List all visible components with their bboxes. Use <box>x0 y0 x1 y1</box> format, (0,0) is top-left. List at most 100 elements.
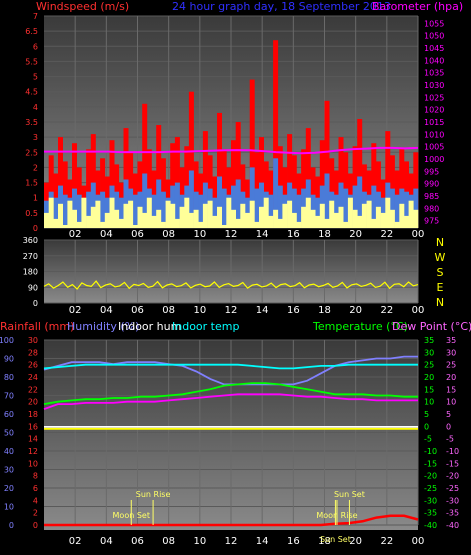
wind-average-bar <box>174 182 180 228</box>
wind-speed-bar <box>273 40 279 229</box>
wind-average-bar <box>212 197 218 228</box>
humidity-label: Humidity (%) <box>67 320 139 333</box>
wind-speed-bar <box>357 119 363 228</box>
humidity-tick-label: 0 <box>9 521 14 530</box>
rain-tick-label: 2 <box>33 509 38 518</box>
x-tick-label: 08 <box>162 229 175 240</box>
wind-minimum-bar <box>291 212 297 228</box>
wind-average-bar <box>268 194 274 228</box>
wind-minimum-bar <box>44 212 49 228</box>
temp-tick-label: -40 <box>424 521 437 530</box>
wind-minimum-bar <box>268 215 274 228</box>
x-tick-label: 00 <box>412 305 425 316</box>
wind-minimum-bar <box>67 200 73 228</box>
wind-tick-labels: 0 0.5 1 1.5 2 2.5 3 3.5 4 4.5 5 5.5 6 6.5 7 975 980 985 99… <box>25 12 444 233</box>
wind-average-bar <box>217 176 222 228</box>
wind-speed-bar <box>142 103 148 228</box>
wind-minimum-bar <box>151 215 157 228</box>
x-tick-label: 10 <box>193 536 206 547</box>
pressure-tick-label: 1045 <box>424 44 444 53</box>
wind-minimum-bar <box>202 203 208 228</box>
wind-minimum-bar <box>413 209 419 228</box>
x-tick-label: 04 <box>100 536 113 547</box>
wind-average-bar <box>90 182 96 228</box>
wind-average-bar <box>151 194 157 228</box>
wind-average-bar <box>160 191 166 228</box>
humidity-tick-label: 40 <box>4 447 14 456</box>
wind-minimum-bar <box>273 209 279 228</box>
dew-point-label: Dew Point (°C) <box>392 320 471 333</box>
x-tick-label: 20 <box>349 536 362 547</box>
wind-minimum-bar <box>296 221 302 228</box>
wind-left-label: Windspeed (m/s) <box>36 0 129 13</box>
direction-tick-label: 270 <box>23 252 38 261</box>
x-tick-label: 02 <box>69 229 82 240</box>
wind-minimum-bar <box>58 203 63 228</box>
rain-tick-label: 8 <box>33 472 38 481</box>
wind-minimum-bar <box>399 203 405 228</box>
wind-minimum-bar <box>226 197 232 228</box>
compass-label: S <box>437 266 444 279</box>
wind-minimum-bar <box>53 218 59 228</box>
direction-tick-label: 360 <box>23 236 38 245</box>
rain-tick-label: 26 <box>28 361 38 370</box>
wind-minimum-bar <box>198 221 204 228</box>
temp-tick-label: -20 <box>424 472 437 481</box>
wind-tick-label: 3.5 <box>25 118 38 127</box>
wind-minimum-bar <box>86 215 92 228</box>
x-tick-label: 22 <box>380 305 393 316</box>
pressure-tick-label: 990 <box>424 180 439 189</box>
wind-minimum-bar <box>231 209 236 228</box>
wind-minimum-bar <box>333 212 339 228</box>
wind-minimum-bar <box>212 215 218 228</box>
x-tick-label: 20 <box>349 305 362 316</box>
direction-gridlines: 02 04 06 08 10 12 14 16 18 20 22 00 <box>44 239 425 316</box>
dew-tick-label: 15 <box>446 385 456 394</box>
wind-average-bar <box>273 158 279 228</box>
pressure-tick-label: 1050 <box>424 32 444 41</box>
wind-minimum-bar <box>249 200 255 228</box>
wind-average-bar <box>132 194 138 228</box>
dew-tick-label: 35 <box>446 336 456 345</box>
wind-minimum-bar <box>347 197 353 228</box>
wind-average-bar <box>413 188 419 228</box>
wind-minimum-bar <box>123 203 129 228</box>
wind-minimum-bar <box>315 215 321 228</box>
rain-tick-label: 6 <box>33 484 38 493</box>
wind-speed-bar <box>305 128 311 228</box>
event-label: Moon Set <box>113 511 150 520</box>
wind-minimum-bar <box>310 209 316 228</box>
humidity-tick-label: 30 <box>4 466 14 475</box>
temp-tick-label: 20 <box>424 373 434 382</box>
wind-average-bar <box>198 194 204 228</box>
wind-average-bar <box>221 188 227 228</box>
wind-minimum-bar <box>408 200 414 228</box>
temp-tick-label: -25 <box>424 484 437 493</box>
compass-label: N <box>436 236 444 249</box>
dew-tick-label: 0 <box>446 422 451 431</box>
dew-tick-label: 25 <box>446 361 456 370</box>
wind-tick-label: 4 <box>33 103 38 112</box>
pressure-tick-label: 985 <box>424 192 439 201</box>
wind-minimum-bar <box>217 206 222 228</box>
temp-tick-label: -15 <box>424 459 437 468</box>
wind-minimum-bar <box>184 197 190 228</box>
rain-tick-label: 20 <box>28 398 38 407</box>
wind-average-bar <box>188 170 194 228</box>
x-tick-label: 14 <box>256 305 269 316</box>
pressure-tick-label: 1020 <box>424 106 444 115</box>
wind-average-bar <box>231 185 236 228</box>
wind-speed-bar <box>259 137 264 228</box>
x-tick-label: 08 <box>162 305 175 316</box>
direction-tick-label: 180 <box>23 268 38 277</box>
wind-minimum-bar <box>156 209 162 228</box>
wind-average-bar <box>296 194 302 228</box>
temp-tick-label: 0 <box>424 422 429 431</box>
wind-minimum-bar <box>404 215 409 228</box>
wind-minimum-bar <box>324 218 330 228</box>
x-tick-label: 14 <box>256 536 269 547</box>
dew-tick-label: -20 <box>446 472 459 481</box>
wind-minimum-bar <box>352 209 358 228</box>
wind-minimum-bar <box>366 200 372 228</box>
wind-minimum-bar <box>128 200 134 228</box>
